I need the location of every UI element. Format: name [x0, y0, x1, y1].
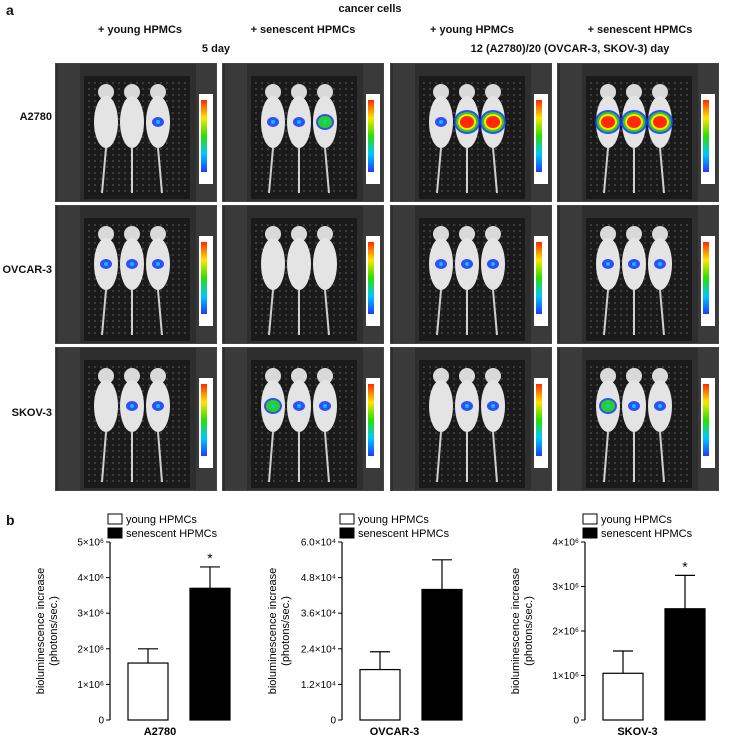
y-tick-label: 0 — [98, 716, 104, 727]
photo-a2780-col-3 — [390, 63, 552, 202]
y-axis-label-units: (photons/sec.) — [48, 596, 60, 666]
column-header-1: + young HPMCs — [97, 24, 183, 36]
legend-label-young: young HPMCs — [358, 514, 429, 526]
y-tick-label: 1.2×10⁴ — [301, 680, 336, 691]
y-tick-label: 6.0×10⁴ — [301, 538, 336, 549]
bar-young — [127, 662, 169, 721]
photo-image — [391, 206, 551, 343]
photo-ovcar3-col-3 — [390, 205, 552, 344]
legend-swatch-senescent — [107, 527, 123, 539]
x-axis-label: SKOV-3 — [617, 726, 657, 737]
y-tick-label: 4×10⁶ — [552, 538, 579, 549]
row-label-ovcar3: OVCAR-3 — [2, 264, 52, 276]
legend-label-senescent: senescent HPMCs — [601, 528, 693, 540]
photo-image — [223, 206, 383, 343]
legend-label-senescent: senescent HPMCs — [126, 528, 218, 540]
panel-b-letter: b — [6, 512, 15, 528]
y-tick-label: 3.6×10⁴ — [301, 609, 336, 620]
photo-skov3-col-1 — [55, 347, 217, 491]
chart-ovcar3-svg: young HPMCs senescent HPMCs 0 1.2×10⁴ 2.4×10… — [267, 513, 463, 738]
y-tick-label: 1×10⁶ — [77, 680, 104, 691]
y-tick-label: 1×10⁶ — [552, 671, 579, 682]
y-tick-label: 4.8×10⁴ — [301, 573, 336, 584]
photo-image — [391, 64, 551, 201]
chart-skov3: young HPMCs senescent HPMCs 0 1×10⁶ 2×10⁶ 3×1… — [505, 512, 720, 742]
legend-swatch-young — [107, 513, 123, 525]
y-tick-label: 2×10⁶ — [77, 644, 104, 655]
significance-marker: * — [207, 550, 213, 566]
column-header-4: + senescent HPMCs — [587, 24, 693, 36]
photo-skov3-col-2 — [222, 347, 384, 491]
y-tick-label: 3×10⁶ — [552, 582, 579, 593]
x-axis-label: A2780 — [144, 726, 176, 737]
photo-a2780-col-2 — [222, 63, 384, 202]
y-axis-label-units: (photons/sec.) — [280, 596, 292, 666]
panel-a-letter: a — [6, 2, 14, 18]
photo-ovcar3-col-4 — [557, 205, 719, 344]
legend-label-young: young HPMCs — [601, 514, 672, 526]
x-axis-label: OVCAR-3 — [370, 726, 420, 737]
row-label-a2780: A2780 — [19, 111, 52, 123]
y-tick-label: 0 — [330, 716, 336, 727]
photo-image — [391, 348, 551, 490]
photo-image — [56, 64, 216, 201]
y-axis-label: bioluminescence increase — [267, 568, 279, 695]
photo-image — [558, 348, 718, 490]
photo-image — [56, 206, 216, 343]
legend-swatch-senescent — [339, 527, 355, 539]
legend-swatch-young — [339, 513, 355, 525]
y-tick-label: 2×10⁶ — [552, 627, 579, 638]
time-label-2: 12 (A2780)/20 (OVCAR-3, SKOV-3) day — [470, 43, 670, 55]
y-tick-label: 0 — [573, 716, 579, 727]
legend-swatch-young — [582, 513, 598, 525]
photo-image — [56, 348, 216, 490]
bar-young — [359, 668, 401, 721]
photo-image — [558, 64, 718, 201]
bar-senescent — [421, 588, 463, 721]
significance-marker: * — [682, 558, 688, 574]
photo-skov3-col-3 — [390, 347, 552, 491]
y-tick-label: 3×10⁶ — [77, 609, 104, 620]
photo-a2780-col-1 — [55, 63, 217, 202]
y-axis-label: bioluminescence increase — [510, 568, 522, 695]
bar-senescent — [189, 587, 231, 721]
y-axis-label: bioluminescence increase — [35, 568, 47, 695]
time-label-1: 5 day — [201, 43, 231, 55]
photo-image — [558, 206, 718, 343]
column-header-3: + young HPMCs — [429, 24, 515, 36]
y-tick-label: 2.4×10⁴ — [301, 644, 336, 655]
bar-senescent — [664, 608, 706, 721]
legend-label-young: young HPMCs — [126, 514, 197, 526]
photo-image — [223, 64, 383, 201]
y-tick-label: 5×10⁶ — [77, 538, 104, 549]
y-axis-label-units: (photons/sec.) — [523, 596, 535, 666]
legend-label-senescent: senescent HPMCs — [358, 528, 450, 540]
photo-ovcar3-col-1 — [55, 205, 217, 344]
legend-swatch-senescent — [582, 527, 598, 539]
bar-young — [602, 672, 644, 721]
y-tick-label: 4×10⁶ — [77, 573, 104, 584]
chart-a2780-svg: young HPMCs senescent HPMCs 0 1×10⁶ 2×10⁶ 3×1… — [35, 513, 231, 738]
photo-skov3-col-4 — [557, 347, 719, 491]
photo-a2780-col-4 — [557, 63, 719, 202]
row-label-skov3: SKOV-3 — [11, 407, 52, 419]
photo-ovcar3-col-2 — [222, 205, 384, 344]
chart-ovcar3: young HPMCs senescent HPMCs 0 1.2×10⁴ 2.4×10… — [262, 512, 477, 742]
panel-a-title: cancer cells — [338, 3, 402, 15]
photo-image — [223, 348, 383, 490]
chart-skov3-svg: young HPMCs senescent HPMCs 0 1×10⁶ 2×10⁶ 3×1… — [510, 513, 706, 738]
chart-a2780: young HPMCs senescent HPMCs 0 1×10⁶ 2×10⁶ 3×1… — [30, 512, 240, 742]
column-header-2: + senescent HPMCs — [250, 24, 356, 36]
